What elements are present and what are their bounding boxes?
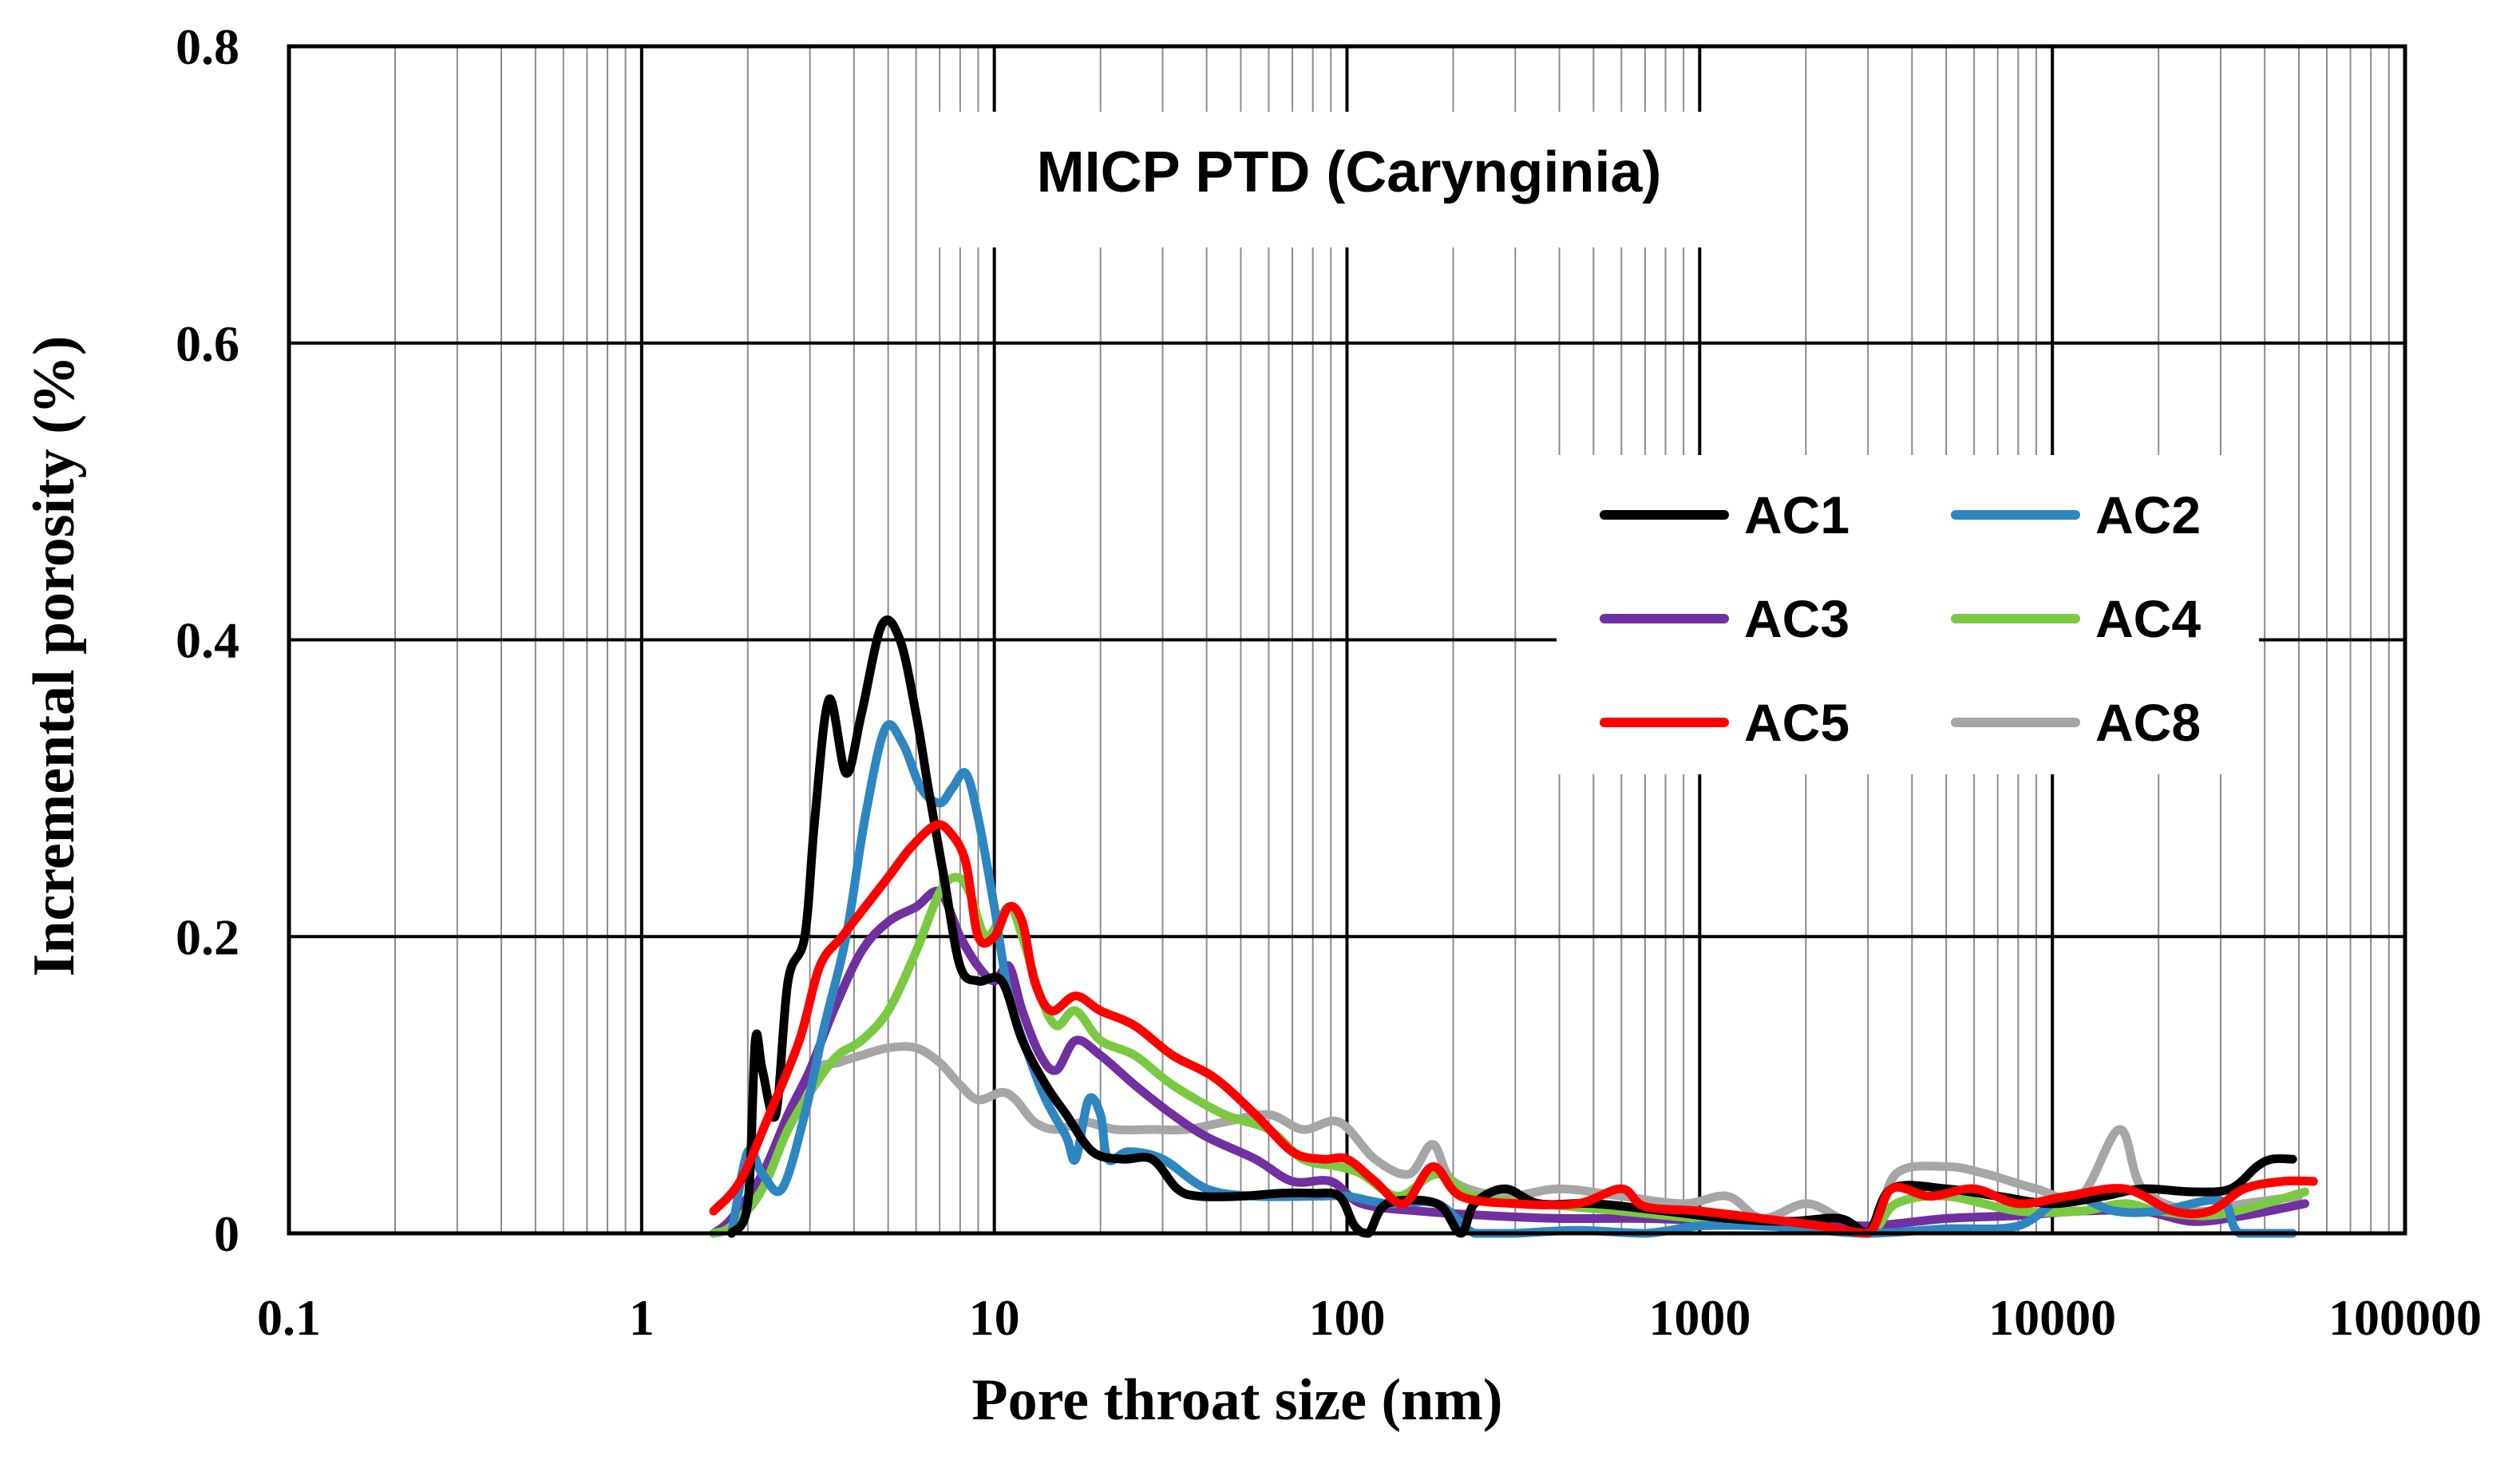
y-axis-title: Incremental porosity (%) (22, 336, 87, 977)
x-tick-label: 1000 (1648, 1289, 1751, 1346)
x-axis-tick-labels: 0.1 1 10 100 1000 10000 100000 (257, 1289, 2482, 1346)
legend-item-ac3: AC3 (1600, 589, 1849, 648)
x-tick-label: 0.1 (257, 1289, 321, 1346)
legend-label-ac1: AC1 (1744, 485, 1849, 544)
series-line-ac5 (709, 820, 2318, 1238)
y-tick-label: 0.2 (176, 908, 239, 965)
chart-title: MICP PTD (Carynginia) (1037, 140, 1662, 204)
legend-item-ac5: AC5 (1600, 693, 1849, 752)
legend-label-ac8: AC8 (2095, 693, 2201, 752)
legend-item-ac8: AC8 (1951, 693, 2201, 752)
x-tick-label: 10000 (1988, 1289, 2116, 1346)
x-tick-label: 100 (1309, 1289, 1386, 1346)
legend-label-ac3: AC3 (1744, 589, 1849, 648)
legend-item-ac2: AC2 (1951, 485, 2201, 544)
y-tick-label: 0.6 (176, 315, 239, 372)
legend: AC1 AC2 AC3 AC4 AC5 AC8 (1557, 455, 2259, 774)
legend-item-ac1: AC1 (1600, 485, 1849, 544)
y-tick-label: 0.8 (176, 18, 239, 75)
legend-label-ac2: AC2 (2095, 485, 2201, 544)
y-tick-label: 0 (214, 1205, 239, 1262)
legend-item-ac4: AC4 (1951, 589, 2201, 648)
x-axis-title: Pore throat size (nm) (971, 1367, 1502, 1433)
x-tick-label: 10 (969, 1289, 1020, 1346)
legend-label-ac5: AC5 (1744, 693, 1849, 752)
legend-label-ac4: AC4 (2095, 589, 2201, 648)
y-axis-tick-labels: 0 0.2 0.4 0.6 0.8 (176, 18, 239, 1262)
x-tick-label: 1 (629, 1289, 655, 1346)
plot-area-border (287, 44, 2407, 1236)
title-background (926, 112, 1772, 247)
y-tick-label: 0.4 (176, 612, 239, 669)
series-line-ac8 (709, 1042, 2304, 1238)
series-line-ac3 (709, 886, 2309, 1238)
x-tick-label: 100000 (2328, 1289, 2482, 1346)
